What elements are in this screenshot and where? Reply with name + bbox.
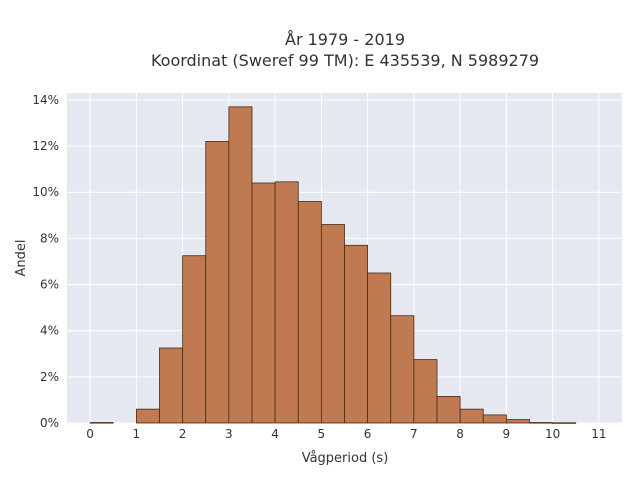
x-axis-title: Vågperiod (s) bbox=[302, 451, 389, 466]
y-axis-ticks: 0% 2% 4% 6% 8% 10% 12% 14% bbox=[32, 93, 59, 430]
histogram-bar bbox=[297, 201, 322, 424]
x-tick-label: 1 bbox=[133, 427, 141, 441]
x-tick-label: 5 bbox=[318, 427, 326, 441]
histogram-bar bbox=[274, 181, 299, 424]
y-axis-title: Andel bbox=[14, 240, 29, 277]
histogram-bar bbox=[505, 419, 530, 424]
histogram-bar bbox=[552, 422, 577, 424]
histogram-bar bbox=[413, 359, 438, 424]
chart-title-line-2: Koordinat (Sweref 99 TM): E 435539, N 59… bbox=[151, 51, 539, 70]
y-tick-label: 2% bbox=[40, 370, 59, 384]
histogram-bar bbox=[89, 422, 114, 424]
y-tick-label: 12% bbox=[32, 139, 59, 153]
histogram-bar bbox=[367, 272, 392, 424]
histogram-bar bbox=[459, 408, 484, 424]
histogram-bar bbox=[205, 141, 230, 424]
histogram-bar bbox=[251, 182, 276, 424]
bar-layer bbox=[89, 106, 577, 424]
x-tick-label: 8 bbox=[456, 427, 464, 441]
histogram-bar bbox=[482, 414, 507, 424]
x-tick-label: 7 bbox=[410, 427, 418, 441]
histogram-bar bbox=[159, 347, 184, 424]
x-tick-label: 6 bbox=[364, 427, 372, 441]
histogram-bar bbox=[390, 315, 415, 424]
y-tick-label: 6% bbox=[40, 278, 59, 292]
x-tick-label: 9 bbox=[503, 427, 511, 441]
histogram-bar bbox=[320, 224, 345, 424]
x-tick-label: 11 bbox=[591, 427, 606, 441]
histogram-bar bbox=[436, 396, 461, 424]
x-tick-label: 4 bbox=[271, 427, 279, 441]
x-tick-label: 10 bbox=[545, 427, 560, 441]
histogram-bar bbox=[135, 408, 160, 424]
histogram-bar bbox=[529, 422, 554, 424]
histogram-bar bbox=[344, 244, 369, 424]
x-tick-label: 3 bbox=[225, 427, 233, 441]
x-axis-ticks: 0 1 2 3 4 5 6 7 8 9 10 11 bbox=[86, 427, 606, 441]
histogram-bar bbox=[228, 106, 253, 424]
y-tick-label: 14% bbox=[32, 93, 59, 107]
y-tick-label: 10% bbox=[32, 185, 59, 199]
y-tick-label: 0% bbox=[40, 416, 59, 430]
histogram-bar bbox=[182, 255, 207, 424]
x-tick-label: 2 bbox=[179, 427, 187, 441]
y-tick-label: 8% bbox=[40, 231, 59, 245]
x-tick-label: 0 bbox=[86, 427, 94, 441]
y-tick-label: 4% bbox=[40, 324, 59, 338]
chart-title-line-1: År 1979 - 2019 bbox=[285, 30, 405, 49]
